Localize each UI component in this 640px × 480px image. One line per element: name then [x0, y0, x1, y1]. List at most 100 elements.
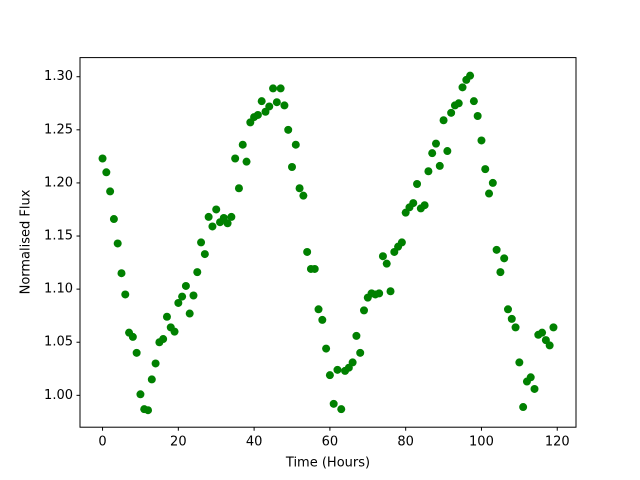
data-point — [174, 298, 183, 307]
data-point — [329, 399, 338, 408]
data-point — [178, 292, 187, 301]
data-point — [272, 98, 281, 107]
data-point — [500, 254, 509, 263]
data-point — [185, 309, 194, 318]
data-point — [227, 212, 236, 221]
x-tick-label: 60 — [322, 435, 339, 450]
plot-frame — [79, 57, 577, 428]
x-tick-label: 40 — [246, 435, 263, 450]
data-point — [466, 71, 475, 80]
data-point — [234, 184, 243, 193]
data-point — [382, 259, 391, 268]
data-point — [151, 359, 160, 368]
data-point — [181, 281, 190, 290]
data-point — [242, 157, 251, 166]
x-tick-label: 100 — [469, 435, 494, 450]
data-point — [197, 238, 206, 247]
data-point — [481, 165, 490, 174]
data-point — [526, 373, 535, 382]
data-point — [291, 140, 300, 149]
data-point — [189, 291, 198, 300]
data-point — [98, 154, 107, 163]
data-point — [162, 312, 171, 321]
data-point — [269, 84, 278, 93]
x-tick-label: 0 — [98, 435, 106, 450]
y-tick-label: 1.10 — [44, 282, 73, 297]
data-point — [136, 390, 145, 399]
data-point — [348, 358, 357, 367]
data-point — [333, 365, 342, 374]
data-point — [515, 358, 524, 367]
data-point — [231, 154, 240, 163]
data-point — [128, 332, 137, 341]
data-point — [117, 269, 126, 278]
data-point — [530, 384, 539, 393]
data-point — [121, 290, 130, 299]
data-point — [193, 268, 202, 277]
data-point — [204, 212, 213, 221]
y-tick-label: 1.30 — [44, 69, 73, 84]
data-point — [303, 247, 312, 256]
data-point — [132, 348, 141, 357]
data-point — [170, 327, 179, 336]
data-point — [420, 201, 429, 210]
data-point — [492, 245, 501, 254]
data-point — [485, 189, 494, 198]
data-point — [549, 323, 558, 332]
data-point — [280, 101, 289, 110]
data-point — [212, 205, 221, 214]
y-tick-label: 1.05 — [44, 335, 73, 350]
y-tick-label: 1.25 — [44, 122, 73, 137]
data-point — [443, 147, 452, 156]
data-point — [352, 331, 361, 340]
data-point — [102, 168, 111, 177]
data-point — [409, 199, 418, 208]
data-point — [488, 178, 497, 187]
data-point — [284, 125, 293, 134]
data-point — [538, 328, 547, 337]
data-point — [397, 238, 406, 247]
data-point — [447, 108, 456, 117]
data-point — [337, 405, 346, 414]
data-point — [359, 306, 368, 315]
data-point — [238, 140, 247, 149]
data-point — [325, 371, 334, 380]
data-point — [511, 323, 520, 332]
data-point — [318, 315, 327, 324]
data-point — [322, 344, 331, 353]
x-axis-label: Time (Hours) — [285, 456, 370, 471]
y-tick-label: 1.00 — [44, 388, 73, 403]
data-point — [458, 83, 467, 92]
data-point — [223, 219, 232, 228]
data-point — [288, 162, 297, 171]
x-tick-label: 80 — [397, 435, 414, 450]
data-point — [519, 403, 528, 412]
data-point — [276, 84, 285, 93]
data-point — [113, 239, 122, 248]
x-tick-label: 120 — [545, 435, 570, 450]
data-point — [295, 184, 304, 193]
data-point — [265, 102, 274, 111]
data-point — [435, 161, 444, 170]
data-point — [109, 215, 118, 224]
data-point — [314, 305, 323, 314]
data-point — [208, 222, 217, 231]
data-point — [310, 264, 319, 273]
data-point — [496, 268, 505, 277]
data-point — [503, 305, 512, 314]
data-point — [386, 287, 395, 296]
data-point — [378, 252, 387, 261]
data-point — [428, 149, 437, 158]
data-point — [424, 167, 433, 176]
data-point — [106, 187, 115, 196]
data-point — [507, 314, 516, 323]
data-point — [473, 112, 482, 121]
x-tick-label: 20 — [170, 435, 187, 450]
data-point — [477, 136, 486, 145]
data-point — [253, 110, 262, 119]
data-point — [144, 406, 153, 415]
data-point — [200, 250, 209, 259]
data-point — [545, 341, 554, 350]
